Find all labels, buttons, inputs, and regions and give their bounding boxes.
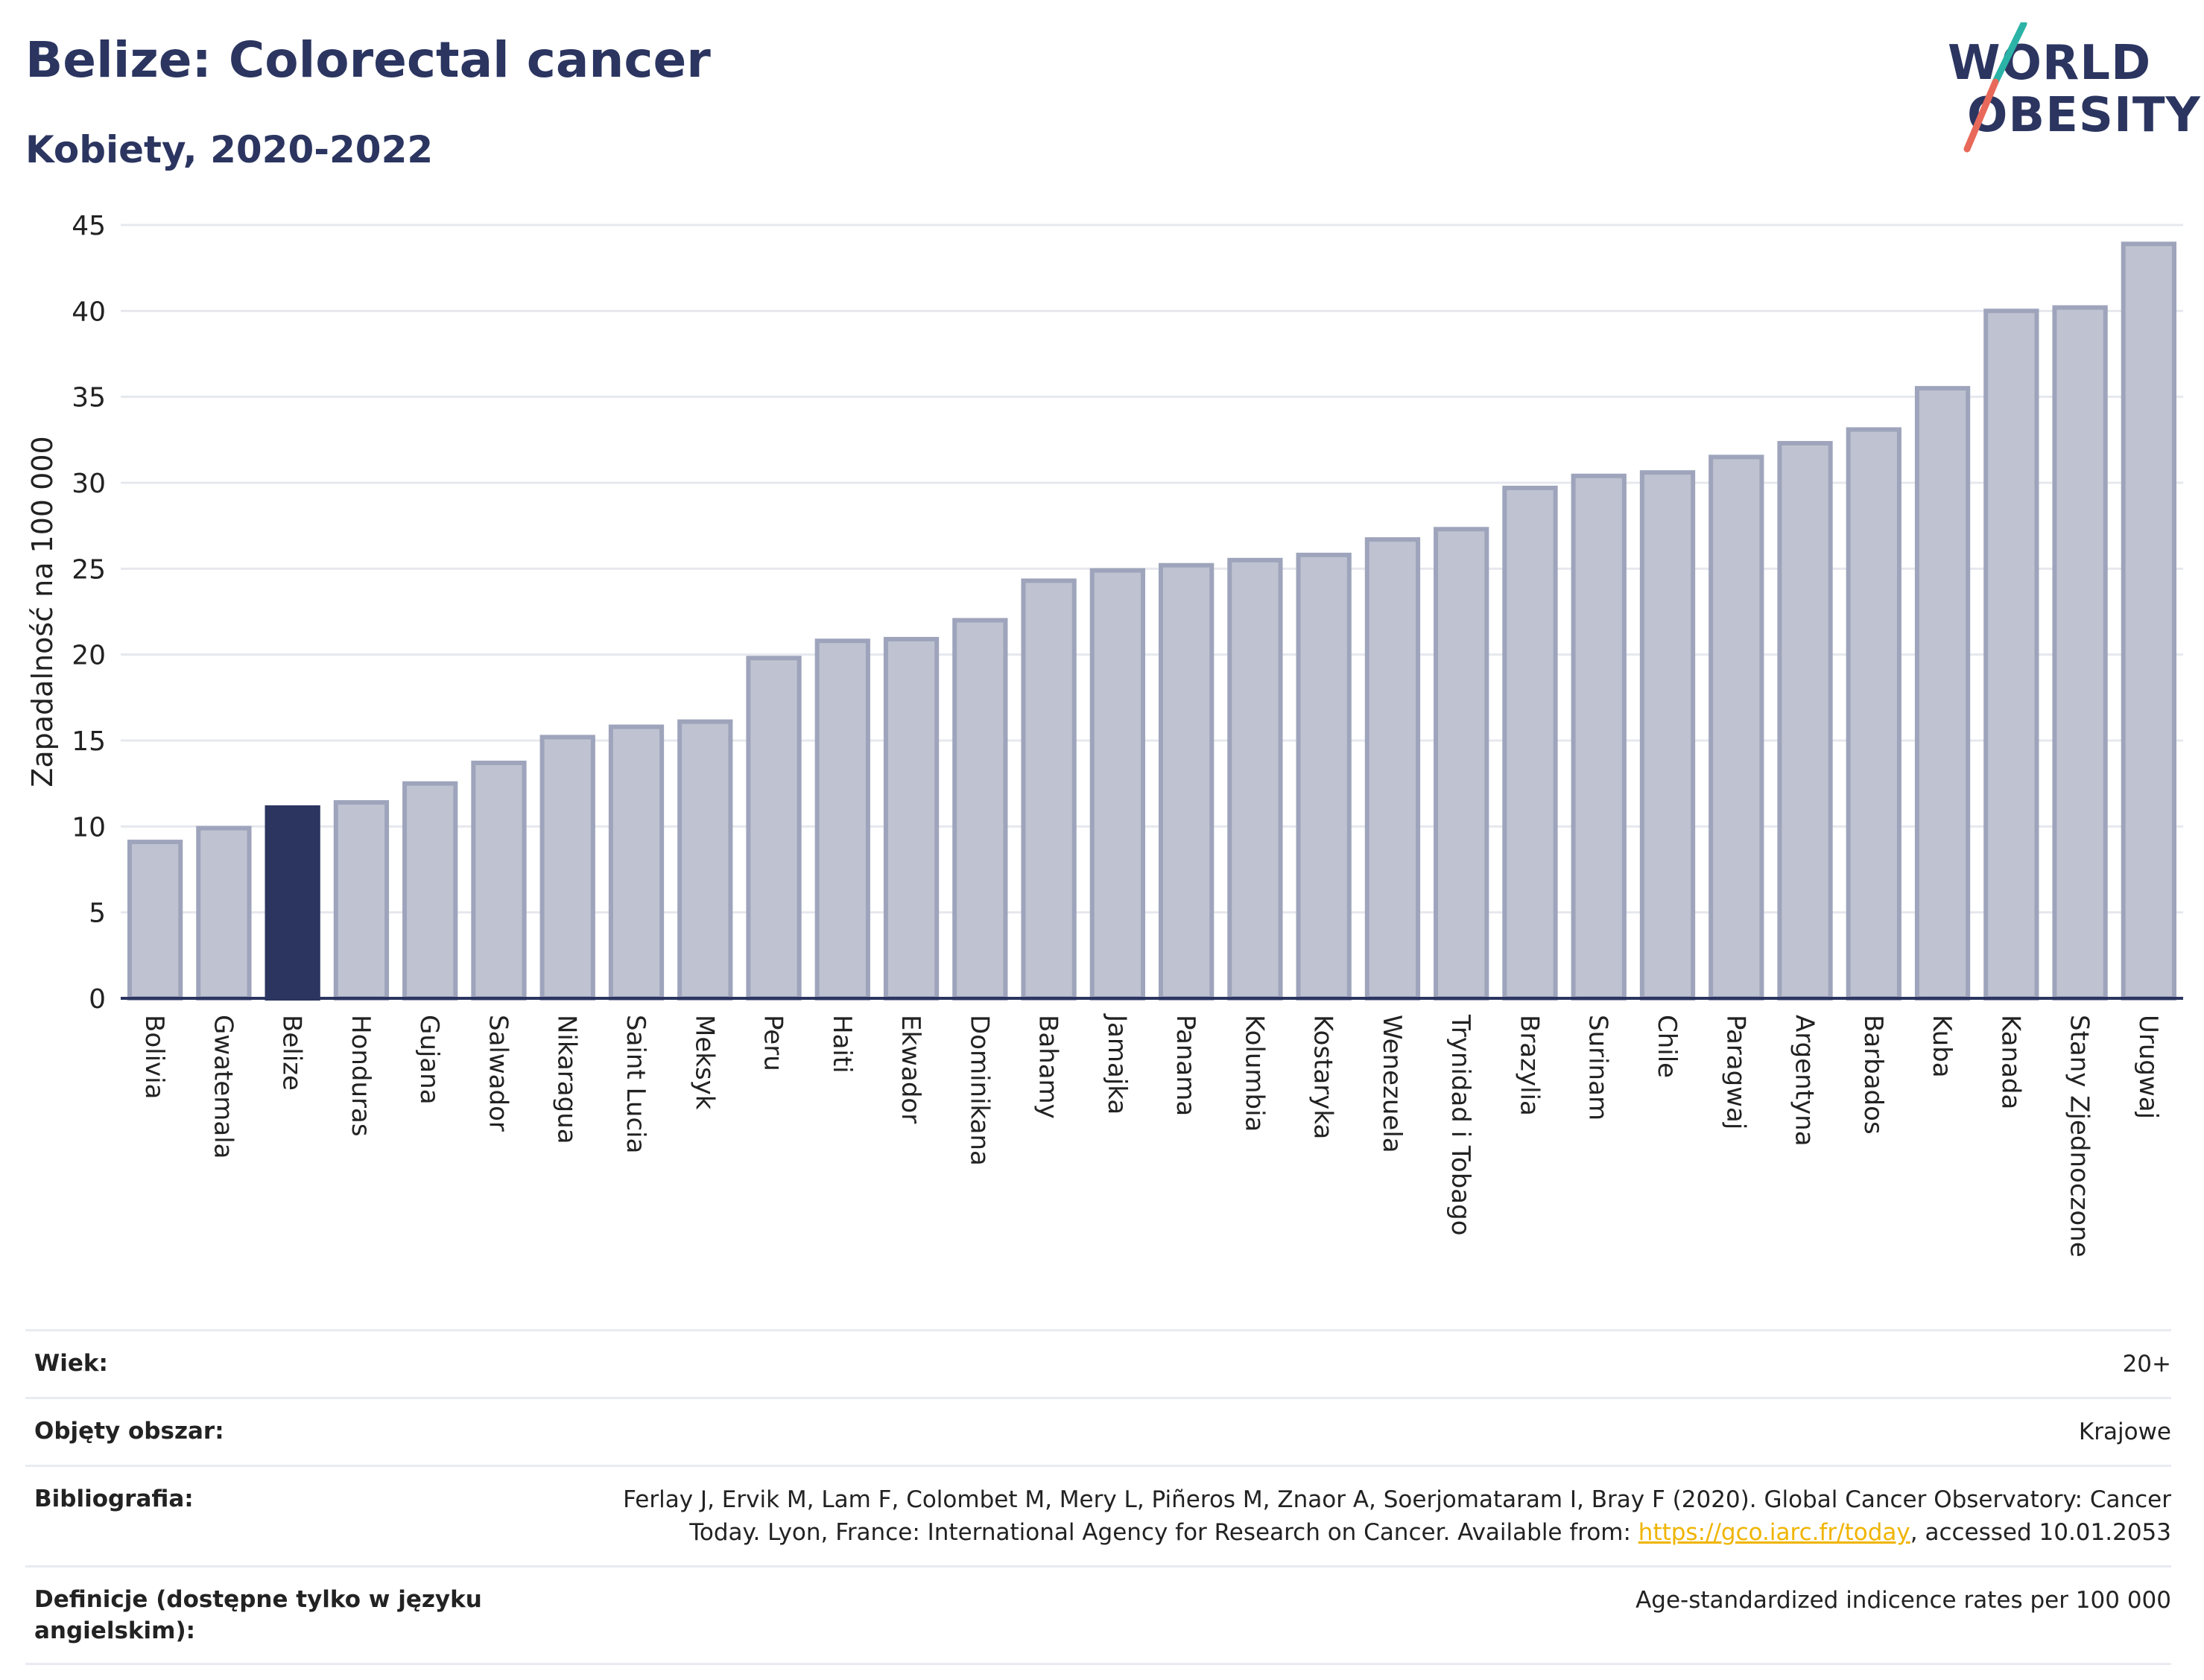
bar <box>1089 568 1146 1001</box>
bibliography-accessed: , accessed 10.01.2053 <box>1910 1519 2171 1546</box>
bar <box>2121 241 2177 1001</box>
info-label-definitions: Definicje (dostępne tylko w języku angie… <box>34 1586 482 1644</box>
x-tick-label: Gujana <box>414 1015 444 1105</box>
bar <box>1364 537 1421 1001</box>
info-value-bibliography: Ferlay J, Ervik M, Lam F, Colombet M, Me… <box>577 1483 2171 1549</box>
info-row-age: Wiek: 20+ <box>25 1329 2171 1397</box>
x-tick-label: Saint Lucia <box>621 1015 650 1153</box>
bar <box>333 800 390 1001</box>
x-tick-label: Kuba <box>1927 1015 1957 1078</box>
x-tick-label: Ekwador <box>896 1015 925 1123</box>
x-tick-label: Brazylia <box>1514 1015 1544 1116</box>
y-tick-label: 45 <box>72 211 106 241</box>
y-tick-label: 25 <box>72 554 106 585</box>
bar-highlighted <box>265 805 320 1001</box>
x-tick-label: Kolumbia <box>1239 1015 1269 1132</box>
bar <box>608 724 665 1001</box>
y-tick-label: 10 <box>72 812 106 843</box>
x-tick-label: Bahamy <box>1033 1015 1063 1119</box>
info-table: Wiek: 20+ Objęty obszar: Krajowe Bibliog… <box>25 1329 2171 1665</box>
x-tick-label: Barbados <box>1858 1015 1888 1135</box>
info-value-area: Krajowe <box>2078 1419 2171 1445</box>
bar <box>952 618 1008 1001</box>
bar <box>1158 562 1215 1001</box>
page-title: Belize: Colorectal cancer <box>25 31 711 89</box>
x-tick-label: Stany Zjednoczone <box>2065 1015 2094 1258</box>
x-tick-label: Kostaryka <box>1308 1015 1338 1139</box>
x-tick-label: Panama <box>1171 1015 1200 1116</box>
bar <box>1296 552 1352 1001</box>
bar <box>1709 454 1764 1001</box>
info-row-area: Objęty obszar: Krajowe <box>25 1397 2171 1465</box>
info-value-age: 20+ <box>2122 1351 2171 1378</box>
info-label-bibliography: Bibliografia: <box>34 1486 194 1512</box>
x-tick-label: Nikaragua <box>552 1015 582 1144</box>
x-tick-label: Peru <box>759 1015 788 1071</box>
x-tick-label: Salwador <box>483 1015 513 1132</box>
x-tick-label: Wenezuela <box>1377 1015 1407 1153</box>
logo-text-obesity: OBESITY <box>1967 88 2201 143</box>
bar <box>471 760 527 1001</box>
bar <box>1846 427 1901 1001</box>
x-tick-label: Meksyk <box>689 1015 719 1110</box>
info-row-definitions: Definicje (dostępne tylko w języku angie… <box>25 1565 2171 1665</box>
bar <box>539 735 595 1001</box>
bar <box>127 840 183 1001</box>
y-tick-label: 40 <box>72 297 106 327</box>
y-axis-label: Zapadalność na 100 000 <box>26 436 59 787</box>
x-tick-label: Gwatemala <box>208 1015 238 1158</box>
bar <box>402 781 458 1001</box>
y-tick-label: 15 <box>72 726 106 757</box>
bar <box>1777 440 1833 1001</box>
bar <box>677 719 733 1001</box>
x-tick-label: Chile <box>1652 1015 1682 1078</box>
logo-slash-icon <box>1963 22 2027 153</box>
world-obesity-logo: WORLD OBESITY <box>1937 22 2200 164</box>
logo-text-world: WORLD <box>1948 36 2152 91</box>
x-tick-label: Bolivia <box>139 1015 169 1099</box>
bar <box>1227 557 1283 1001</box>
bar <box>883 636 940 1001</box>
bar <box>1639 470 1696 1001</box>
x-tick-label: Dominikana <box>964 1015 994 1166</box>
bar <box>196 825 252 1001</box>
x-tick-label: Jamajka <box>1102 1013 1132 1115</box>
bar <box>746 656 802 1001</box>
x-tick-label: Haiti <box>827 1015 857 1074</box>
bar <box>814 638 870 1001</box>
info-label-age: Wiek: <box>34 1350 108 1377</box>
bar <box>1914 386 1971 1001</box>
x-tick-label: Belize <box>277 1015 307 1091</box>
bar <box>1021 578 1077 1001</box>
x-tick-label: Kanada <box>1995 1015 2025 1109</box>
info-value-definitions: Age-standardized indicence rates per 100… <box>1635 1587 2171 1614</box>
bar <box>1571 473 1627 1001</box>
y-tick-label: 35 <box>72 383 106 413</box>
x-tick-label: Paragwaj <box>1720 1015 1750 1129</box>
x-tick-label: Surinam <box>1583 1015 1613 1120</box>
bar-chart: 0 5 10 15 20 25 30 35 40 45 Zapadalność na 100 000… <box>26 211 2183 1258</box>
bar <box>2052 305 2108 1001</box>
info-row-bibliography: Bibliografia: Ferlay J, Ervik M, Lam F, … <box>25 1465 2171 1565</box>
y-tick-label: 30 <box>72 469 106 499</box>
y-tick-label: 20 <box>72 641 106 671</box>
bibliography-link[interactable]: https://gco.iarc.fr/today <box>1638 1519 1910 1546</box>
x-tick-label: Trynidad i Tobago <box>1445 1014 1475 1236</box>
bar <box>1434 527 1489 1001</box>
page-subtitle: Kobiety, 2020-2022 <box>25 128 434 171</box>
bar <box>1502 485 1558 1001</box>
info-label-area: Objęty obszar: <box>34 1418 224 1445</box>
bar <box>1983 308 2039 1001</box>
bibliography-text: Ferlay J, Ervik M, Lam F, Colombet M, Me… <box>623 1486 2171 1546</box>
y-tick-label: 0 <box>89 984 106 1015</box>
x-tick-label: Argentyna <box>1790 1015 1820 1147</box>
x-tick-label: Urugwaj <box>2133 1015 2163 1119</box>
x-tick-label: Honduras <box>346 1015 376 1137</box>
y-tick-label: 5 <box>89 898 106 929</box>
